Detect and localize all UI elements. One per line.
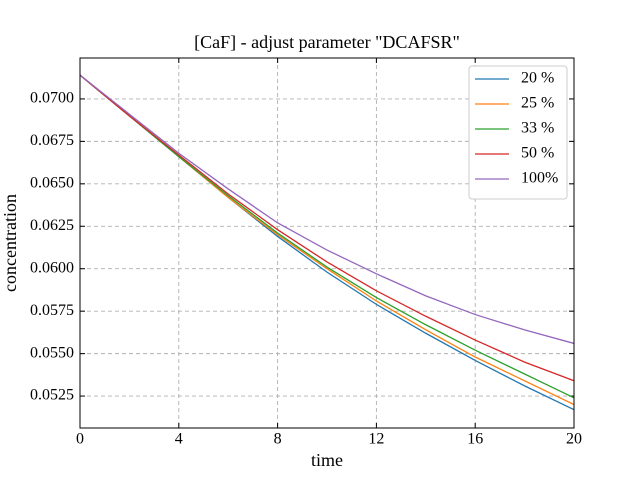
chart-title: [CaF] - adjust parameter "DCAFSR" [194,32,460,52]
x-tick-label: 12 [368,431,384,448]
x-tick-label: 20 [566,431,582,448]
x-tick-label: 4 [175,431,183,448]
y-tick-label: 0.0650 [30,174,74,191]
legend-label: 100% [521,170,558,187]
y-tick-label: 0.0700 [30,90,74,107]
y-tick-label: 0.0525 [30,387,74,404]
y-tick-label: 0.0625 [30,217,74,234]
x-tick-label: 0 [76,431,84,448]
legend-label: 33 % [521,120,554,137]
legend-box [468,65,568,200]
line-series [79,74,575,345]
y-tick-label: 0.0550 [30,344,74,361]
x-axis-label: time [311,450,343,470]
y-tick-label: 0.0575 [30,302,74,319]
legend-label: 50 % [521,145,554,162]
line-series [79,74,575,382]
x-tick-label: 8 [274,431,282,448]
y-tick-label: 0.0675 [30,132,74,149]
legend-label: 20 % [521,70,554,87]
y-tick-label: 0.0600 [30,259,74,276]
line-series [79,74,575,399]
x-tick-label: 16 [467,431,483,448]
plot-frame [79,57,575,429]
y-axis-label: concentration [0,194,20,292]
legend-label: 25 % [521,95,554,112]
